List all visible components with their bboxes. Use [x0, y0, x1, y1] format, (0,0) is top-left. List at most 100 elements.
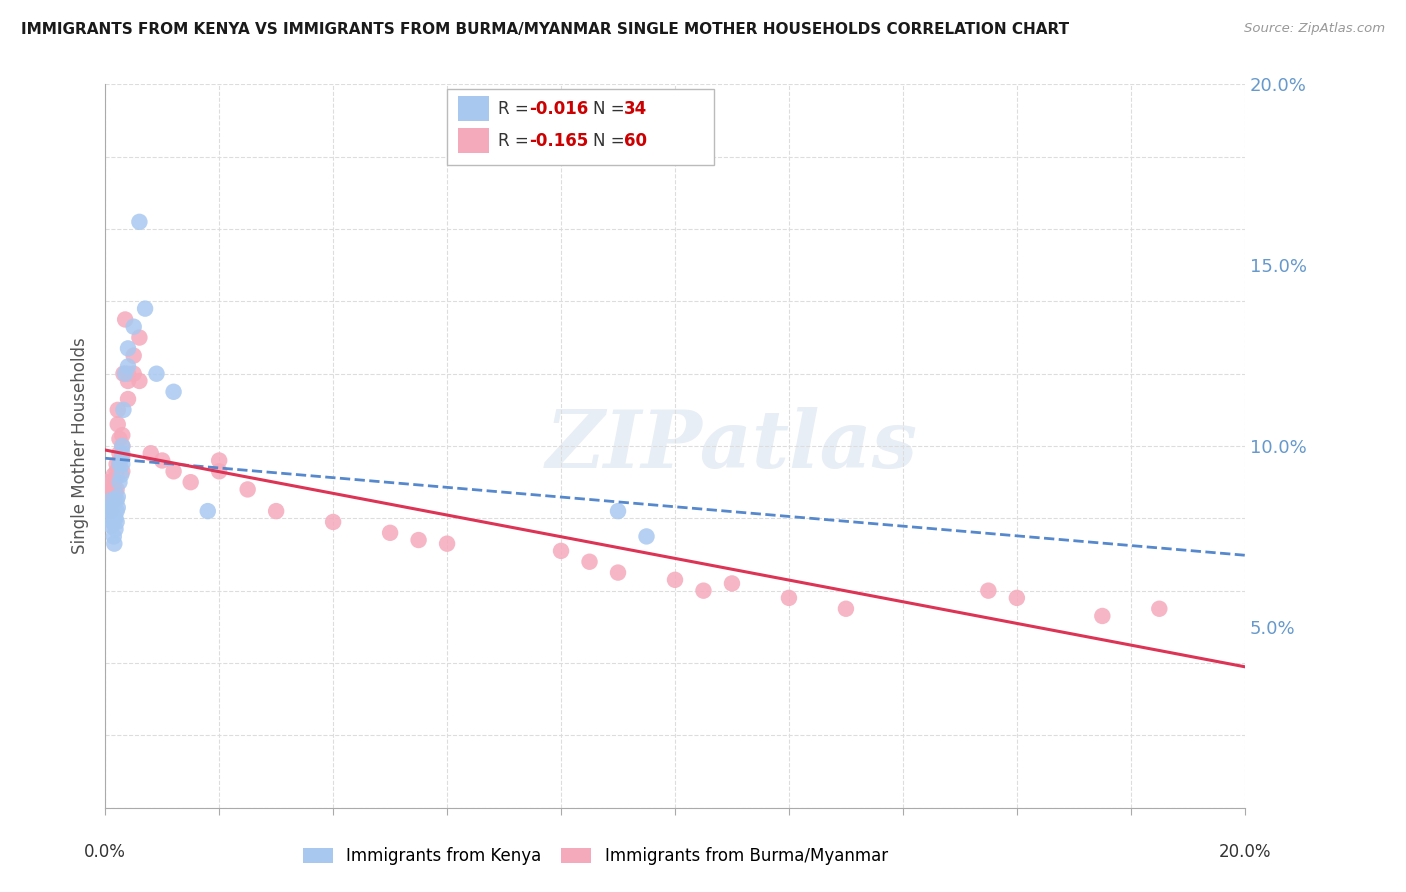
Point [103, 467, 125, 482]
Point [104, 511, 127, 525]
Point [111, 464, 134, 478]
Point [139, 446, 162, 460]
Point [208, 464, 231, 478]
Point [101, 486, 124, 500]
Point [107, 402, 129, 417]
Point [103, 536, 125, 550]
Point [104, 522, 127, 536]
Point [162, 384, 184, 399]
Point [97, 500, 120, 515]
Point [162, 464, 184, 478]
Point [236, 483, 259, 497]
Point [107, 490, 129, 504]
Point [111, 446, 134, 460]
Text: Source: ZipAtlas.com: Source: ZipAtlas.com [1244, 22, 1385, 36]
Point [150, 453, 173, 467]
Point [778, 591, 800, 605]
Point [111, 439, 134, 453]
Point [105, 483, 128, 497]
Text: -0.016: -0.016 [529, 100, 588, 118]
Text: R =: R = [498, 132, 534, 150]
Point [104, 486, 127, 500]
Point [105, 457, 128, 471]
Point [378, 525, 401, 540]
Point [607, 566, 630, 580]
Point [111, 457, 134, 471]
Point [578, 555, 600, 569]
Point [721, 576, 744, 591]
Point [100, 493, 122, 508]
Point [264, 504, 287, 518]
Point [128, 374, 150, 388]
Text: R =: R = [498, 100, 534, 118]
Point [128, 330, 150, 344]
Point [100, 483, 122, 497]
Point [117, 374, 139, 388]
Point [104, 472, 127, 486]
Y-axis label: Single Mother Households: Single Mother Households [72, 338, 89, 555]
Point [101, 515, 124, 529]
Point [105, 504, 128, 518]
Point [110, 467, 132, 482]
Point [122, 319, 145, 334]
Point [122, 349, 145, 363]
Point [977, 583, 1000, 598]
Text: 20.0%: 20.0% [1219, 843, 1271, 862]
Point [835, 601, 858, 615]
Point [607, 504, 630, 518]
Point [100, 493, 122, 508]
Point [105, 515, 128, 529]
Point [145, 367, 167, 381]
Point [117, 342, 139, 356]
Point [107, 500, 129, 515]
Point [134, 301, 156, 316]
Point [103, 493, 125, 508]
Point [180, 475, 202, 490]
Point [322, 515, 344, 529]
Point [692, 583, 714, 598]
Text: N =: N = [593, 100, 630, 118]
Text: 0.0%: 0.0% [84, 843, 127, 862]
Point [107, 417, 129, 432]
Point [108, 457, 131, 471]
Point [114, 367, 136, 381]
Point [197, 504, 219, 518]
Point [664, 573, 686, 587]
Point [117, 367, 139, 381]
Point [103, 511, 125, 525]
Point [98, 490, 121, 504]
Point [108, 457, 131, 471]
Point [111, 450, 134, 464]
Point [97, 486, 120, 500]
Legend: Immigrants from Kenya, Immigrants from Burma/Myanmar: Immigrants from Kenya, Immigrants from B… [297, 840, 894, 871]
Point [96, 475, 118, 490]
Text: ZIPatlas: ZIPatlas [546, 408, 918, 484]
Point [117, 392, 139, 406]
Text: N =: N = [593, 132, 630, 150]
Point [550, 544, 572, 558]
Point [436, 536, 458, 550]
Point [636, 529, 658, 543]
Point [103, 483, 125, 497]
Point [111, 439, 134, 453]
Point [98, 504, 121, 518]
Text: -0.165: -0.165 [529, 132, 588, 150]
Point [408, 533, 430, 547]
Point [128, 215, 150, 229]
Text: 60: 60 [624, 132, 647, 150]
Point [108, 432, 131, 446]
Text: IMMIGRANTS FROM KENYA VS IMMIGRANTS FROM BURMA/MYANMAR SINGLE MOTHER HOUSEHOLDS : IMMIGRANTS FROM KENYA VS IMMIGRANTS FROM… [21, 22, 1069, 37]
Point [98, 486, 121, 500]
Point [122, 367, 145, 381]
Point [108, 475, 131, 490]
Point [208, 453, 231, 467]
Point [100, 518, 122, 533]
Point [114, 312, 136, 326]
Point [101, 475, 124, 490]
Point [112, 367, 135, 381]
Point [108, 446, 131, 460]
Point [97, 490, 120, 504]
Point [101, 504, 124, 518]
Point [1149, 601, 1171, 615]
Point [103, 529, 125, 543]
